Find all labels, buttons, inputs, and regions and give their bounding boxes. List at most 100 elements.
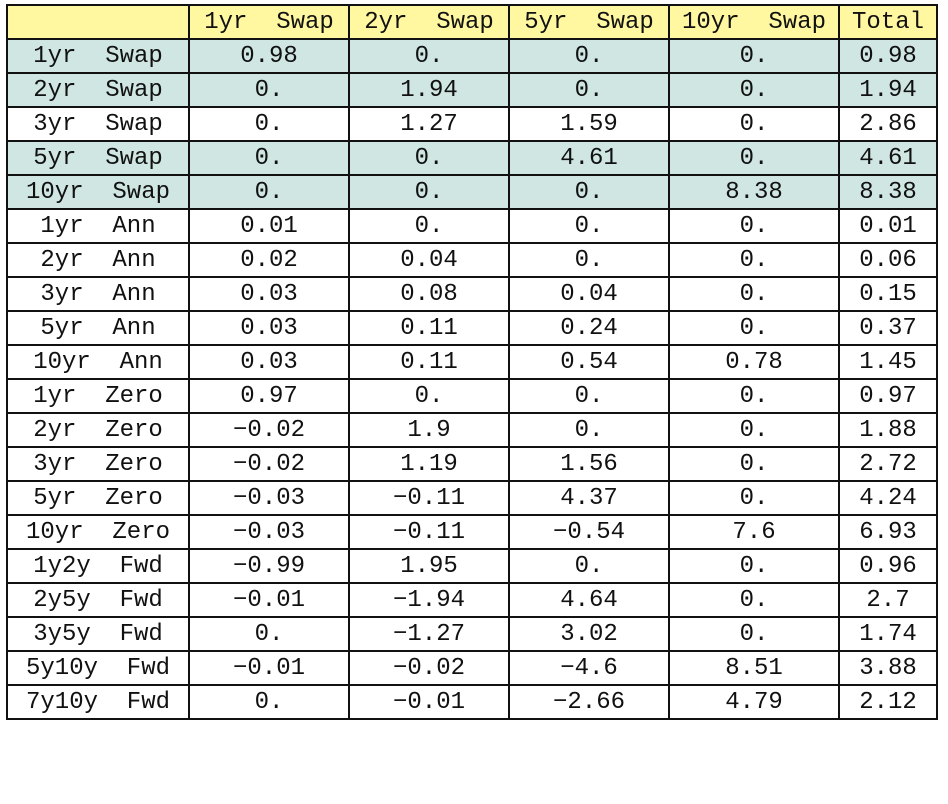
table-cell: 7.6	[668, 514, 840, 550]
table-cell: 0.96	[838, 548, 938, 584]
table-cell: 0.	[668, 616, 840, 652]
table-cell: 4.79	[668, 684, 840, 720]
table-row: 7y10y Fwd 0. −0.01 −2.66 4.79 2.12	[6, 684, 938, 720]
table-cell: 0.98	[838, 38, 938, 74]
table-cell: −0.03	[188, 514, 350, 550]
table-row: 2y5y Fwd −0.01 −1.94 4.64 0. 2.7	[6, 582, 938, 618]
corner-cell	[6, 4, 190, 40]
table-cell: 1.74	[838, 616, 938, 652]
risk-table: 1yr Swap 2yr Swap 5yr Swap 10yr Swap Tot…	[6, 4, 938, 720]
column-header: 5yr Swap	[508, 4, 670, 40]
table-cell: 1.56	[508, 446, 670, 482]
table-cell: −0.02	[348, 650, 510, 686]
table-cell: −0.02	[188, 446, 350, 482]
table-cell: 6.93	[838, 514, 938, 550]
table-row: 5yr Ann 0.03 0.11 0.24 0. 0.37	[6, 310, 938, 346]
table-cell: 0.	[668, 412, 840, 448]
table-cell: 2.72	[838, 446, 938, 482]
table-cell: 1.88	[838, 412, 938, 448]
table-cell: −0.11	[348, 514, 510, 550]
table-row: 5yr Swap 0. 0. 4.61 0. 4.61	[6, 140, 938, 176]
row-label: 10yr Zero	[6, 514, 190, 550]
table-row: 1yr Ann 0.01 0. 0. 0. 0.01	[6, 208, 938, 244]
table-row: 10yr Ann 0.03 0.11 0.54 0.78 1.45	[6, 344, 938, 380]
table-cell: 0.	[348, 38, 510, 74]
table-cell: 0.	[188, 140, 350, 176]
row-label: 1y2y Fwd	[6, 548, 190, 584]
table-cell: 1.95	[348, 548, 510, 584]
table-cell: −0.01	[348, 684, 510, 720]
table-cell: 0.	[508, 174, 670, 210]
table-row: 3yr Ann 0.03 0.08 0.04 0. 0.15	[6, 276, 938, 312]
table-cell: 0.11	[348, 310, 510, 346]
table-cell: 0.	[668, 480, 840, 516]
row-label: 3yr Zero	[6, 446, 190, 482]
table-cell: 0.	[188, 616, 350, 652]
table-cell: 2.86	[838, 106, 938, 142]
table-row: 3y5y Fwd 0. −1.27 3.02 0. 1.74	[6, 616, 938, 652]
row-label: 3yr Swap	[6, 106, 190, 142]
table-cell: −0.54	[508, 514, 670, 550]
table-cell: 0.	[668, 106, 840, 142]
table-cell: 0.	[668, 38, 840, 74]
table-cell: 0.	[188, 174, 350, 210]
table-cell: 1.94	[838, 72, 938, 108]
table-cell: 0.	[668, 548, 840, 584]
table-cell: 0.	[508, 378, 670, 414]
table-cell: 0.97	[188, 378, 350, 414]
table-cell: −0.02	[188, 412, 350, 448]
table-cell: 0.	[188, 72, 350, 108]
table-cell: 0.	[668, 140, 840, 176]
table-cell: 0.	[668, 208, 840, 244]
table-cell: 8.38	[668, 174, 840, 210]
table-cell: 0.37	[838, 310, 938, 346]
table-cell: 0.04	[508, 276, 670, 312]
table-cell: 0.	[508, 72, 670, 108]
table-cell: 0.	[668, 378, 840, 414]
column-header: 2yr Swap	[348, 4, 510, 40]
row-label: 1yr Swap	[6, 38, 190, 74]
row-label: 5yr Zero	[6, 480, 190, 516]
column-header: 10yr Swap	[668, 4, 840, 40]
table-cell: 0.	[348, 208, 510, 244]
table-cell: 0.15	[838, 276, 938, 312]
table-cell: −0.99	[188, 548, 350, 584]
row-label: 3y5y Fwd	[6, 616, 190, 652]
table-cell: 0.	[508, 412, 670, 448]
column-header: Total	[838, 4, 938, 40]
table-cell: 4.64	[508, 582, 670, 618]
table-row: 10yr Zero −0.03 −0.11 −0.54 7.6 6.93	[6, 514, 938, 550]
table-cell: 0.03	[188, 344, 350, 380]
table-cell: 0.97	[838, 378, 938, 414]
table-cell: −1.94	[348, 582, 510, 618]
table-cell: −0.01	[188, 650, 350, 686]
table-cell: 0.	[188, 106, 350, 142]
table-cell: 1.9	[348, 412, 510, 448]
table-cell: −0.11	[348, 480, 510, 516]
row-label: 1yr Ann	[6, 208, 190, 244]
table-cell: 4.61	[838, 140, 938, 176]
row-label: 3yr Ann	[6, 276, 190, 312]
table-row: 3yr Swap 0. 1.27 1.59 0. 2.86	[6, 106, 938, 142]
table-cell: −0.01	[188, 582, 350, 618]
row-label: 2yr Zero	[6, 412, 190, 448]
table-cell: 0.	[668, 310, 840, 346]
table-row: 1yr Swap 0.98 0. 0. 0. 0.98	[6, 38, 938, 74]
table-cell: 8.51	[668, 650, 840, 686]
table-row: 1yr Zero 0.97 0. 0. 0. 0.97	[6, 378, 938, 414]
table-cell: 0.	[508, 208, 670, 244]
table-cell: 2.7	[838, 582, 938, 618]
table-cell: 0.98	[188, 38, 350, 74]
table-cell: 3.02	[508, 616, 670, 652]
table-cell: 1.59	[508, 106, 670, 142]
table-row: 1y2y Fwd −0.99 1.95 0. 0. 0.96	[6, 548, 938, 584]
table-cell: 0.	[348, 378, 510, 414]
row-label: 2yr Ann	[6, 242, 190, 278]
table-cell: 0.	[668, 242, 840, 278]
table-row: 2yr Swap 0. 1.94 0. 0. 1.94	[6, 72, 938, 108]
row-label: 7y10y Fwd	[6, 684, 190, 720]
table-cell: 0.08	[348, 276, 510, 312]
row-label: 2y5y Fwd	[6, 582, 190, 618]
table-cell: 0.	[188, 684, 350, 720]
table-cell: 2.12	[838, 684, 938, 720]
